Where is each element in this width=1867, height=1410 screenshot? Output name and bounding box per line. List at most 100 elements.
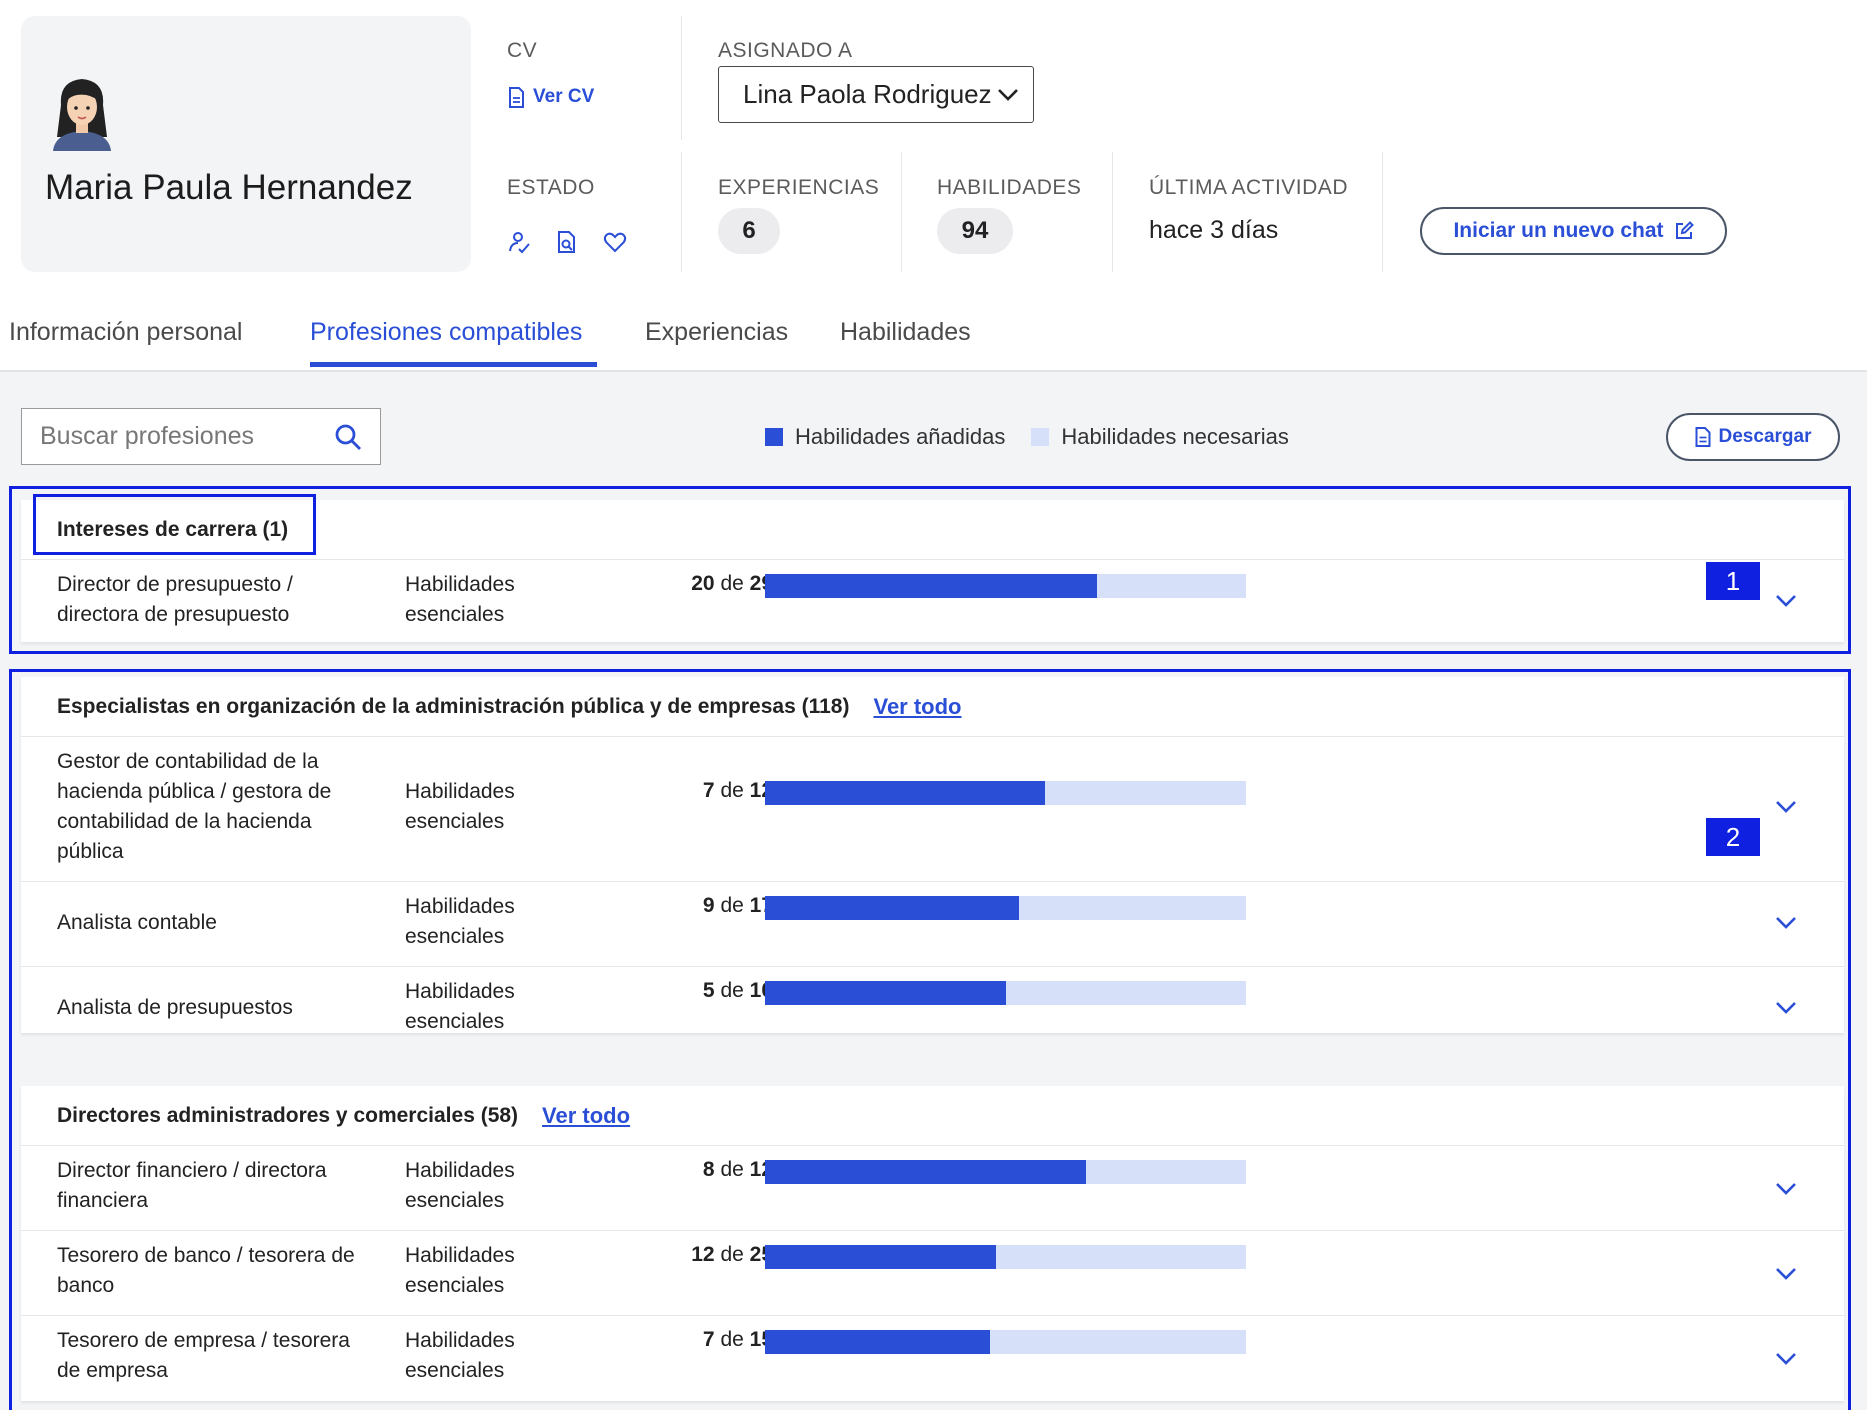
- view-all-link[interactable]: Ver todo: [873, 693, 962, 719]
- last-activity-label: ÚLTIMA ACTIVIDAD: [1149, 176, 1348, 199]
- profession-group: Especialistas en organización de la admi…: [21, 677, 1844, 1033]
- assigned-to-select[interactable]: Lina Paola Rodriguez: [718, 66, 1034, 123]
- annotation-marker: 2: [1706, 818, 1760, 856]
- skill-count: 20 de 29: [691, 572, 773, 595]
- download-label: Descargar: [1718, 426, 1812, 447]
- expand-chevron-icon[interactable]: [1771, 586, 1801, 616]
- assigned-value: Lina Paola Rodriguez: [743, 79, 992, 109]
- tab-skills[interactable]: Habilidades: [840, 318, 971, 346]
- main-content: Habilidades añadidas Habilidades necesar…: [0, 372, 1867, 1410]
- profession-title: Director de presupuesto / directora de p…: [57, 573, 293, 626]
- skill-progress-bar: [765, 1245, 1246, 1269]
- search-box: [21, 408, 381, 465]
- skills-count: 94: [937, 208, 1013, 254]
- profession-row[interactable]: Director de presupuesto / directora de p…: [21, 560, 1844, 642]
- legend-swatch-added: [765, 428, 783, 446]
- skill-count: 8 de 12: [702, 1158, 773, 1181]
- expand-chevron-icon[interactable]: [1771, 1344, 1801, 1374]
- skill-progress-fill: [765, 1245, 996, 1269]
- view-all-link[interactable]: Ver todo: [542, 1102, 631, 1128]
- heart-icon[interactable]: [602, 229, 628, 255]
- divider: [901, 152, 902, 272]
- tab-personal-info[interactable]: Información personal: [9, 318, 243, 346]
- skills-label: HABILIDADES: [937, 176, 1082, 199]
- profession-title: Analista de presupuestos: [57, 996, 293, 1019]
- expand-chevron-icon[interactable]: [1771, 1259, 1801, 1289]
- skill-progress-bar: [765, 981, 1246, 1005]
- edit-icon: [1675, 221, 1694, 239]
- profession-row[interactable]: Tesorero de empresa / tesorera de empres…: [21, 1316, 1844, 1401]
- skill-progress-fill: [765, 781, 1046, 805]
- expand-chevron-icon[interactable]: [1771, 908, 1801, 938]
- view-cv-link[interactable]: Ver CV: [508, 86, 594, 108]
- skill-count: 7 de 15: [702, 1328, 773, 1351]
- skill-progress-bar: [765, 1160, 1246, 1184]
- search-input[interactable]: [40, 422, 300, 451]
- profile-name: Maria Paula Hernandez: [45, 168, 413, 207]
- skill-type: Habilidades esenciales: [405, 1244, 515, 1297]
- skill-progress-fill: [765, 1330, 990, 1354]
- annotation-marker: 1: [1706, 562, 1760, 600]
- skill-progress-fill: [765, 1160, 1086, 1184]
- skill-count: 5 de 10: [702, 979, 773, 1002]
- divider: [1382, 152, 1383, 272]
- profile-card: Maria Paula Hernandez: [21, 16, 471, 272]
- divider: [681, 152, 682, 272]
- skill-type: Habilidades esenciales: [405, 980, 515, 1033]
- user-check-icon[interactable]: [506, 229, 532, 255]
- skill-count: 7 de 12: [702, 779, 773, 802]
- active-tab-indicator: [310, 362, 597, 367]
- profession-row[interactable]: Director financiero / directora financie…: [21, 1146, 1844, 1231]
- divider: [1112, 152, 1113, 272]
- chevron-down-icon: [998, 88, 1018, 101]
- document-search-icon[interactable]: [554, 229, 580, 255]
- skill-progress-fill: [765, 574, 1097, 598]
- profession-group: Directores administradores y comerciales…: [21, 1086, 1844, 1401]
- profession-row[interactable]: Analista contable Habilidades esenciales…: [21, 882, 1844, 967]
- last-activity-value: hace 3 días: [1149, 216, 1279, 244]
- skill-type: Habilidades esenciales: [405, 780, 515, 833]
- profession-title: Director financiero / directora financie…: [57, 1159, 327, 1212]
- assigned-label: ASIGNADO A: [718, 39, 853, 62]
- legend-added-label: Habilidades añadidas: [795, 424, 1006, 449]
- profession-row[interactable]: Analista de presupuestos Habilidades ese…: [21, 967, 1844, 1052]
- skill-progress-fill: [765, 896, 1020, 920]
- new-chat-button[interactable]: Iniciar un nuevo chat: [1420, 207, 1727, 255]
- legend-needed-label: Habilidades necesarias: [1061, 424, 1289, 449]
- document-icon: [1695, 427, 1711, 447]
- expand-chevron-icon[interactable]: [1771, 1174, 1801, 1204]
- skill-type: Habilidades esenciales: [405, 895, 515, 948]
- expand-chevron-icon[interactable]: [1771, 792, 1801, 822]
- skill-type: Habilidades esenciales: [405, 1329, 515, 1382]
- skill-type: Habilidades esenciales: [405, 573, 515, 626]
- legend-swatch-needed: [1031, 428, 1050, 446]
- skill-count: 9 de 17: [702, 894, 773, 917]
- profession-title: Gestor de contabilidad de la hacienda pú…: [57, 750, 332, 863]
- skill-progress-bar: [765, 896, 1246, 920]
- profession-group: Intereses de carrera (1) Director de pre…: [21, 500, 1844, 642]
- profession-row[interactable]: Gestor de contabilidad de la hacienda pú…: [21, 737, 1844, 882]
- group-title: Directores administradores y comerciales…: [57, 1103, 519, 1127]
- profession-title: Tesorero de banco / tesorera de banco: [57, 1244, 355, 1297]
- skill-count: 12 de 25: [691, 1243, 773, 1266]
- group-header: Intereses de carrera (1): [21, 500, 1844, 560]
- experiences-count: 6: [718, 208, 780, 254]
- profession-row[interactable]: Tesorero de banco / tesorera de banco Ha…: [21, 1231, 1844, 1316]
- status-icons: [506, 229, 628, 255]
- tab-compatible-professions[interactable]: Profesiones compatibles: [310, 318, 583, 346]
- tab-experiences[interactable]: Experiencias: [645, 318, 789, 346]
- skill-progress-bar: [765, 574, 1246, 598]
- experiences-label: EXPERIENCIAS: [718, 176, 880, 199]
- group-title: Especialistas en organización de la admi…: [57, 694, 850, 718]
- skill-progress-fill: [765, 981, 1006, 1005]
- download-button[interactable]: Descargar: [1666, 413, 1840, 461]
- divider: [681, 16, 682, 140]
- expand-chevron-icon[interactable]: [1771, 993, 1801, 1023]
- profession-title: Tesorero de empresa / tesorera de empres…: [57, 1329, 350, 1382]
- skill-type: Habilidades esenciales: [405, 1159, 515, 1212]
- search-icon[interactable]: [334, 423, 362, 451]
- chart-legend: Habilidades añadidas Habilidades necesar…: [765, 424, 1289, 450]
- cv-label: CV: [507, 39, 538, 62]
- group-header: Especialistas en organización de la admi…: [21, 677, 1844, 737]
- tab-bar: Información personal Profesiones compati…: [0, 300, 1867, 372]
